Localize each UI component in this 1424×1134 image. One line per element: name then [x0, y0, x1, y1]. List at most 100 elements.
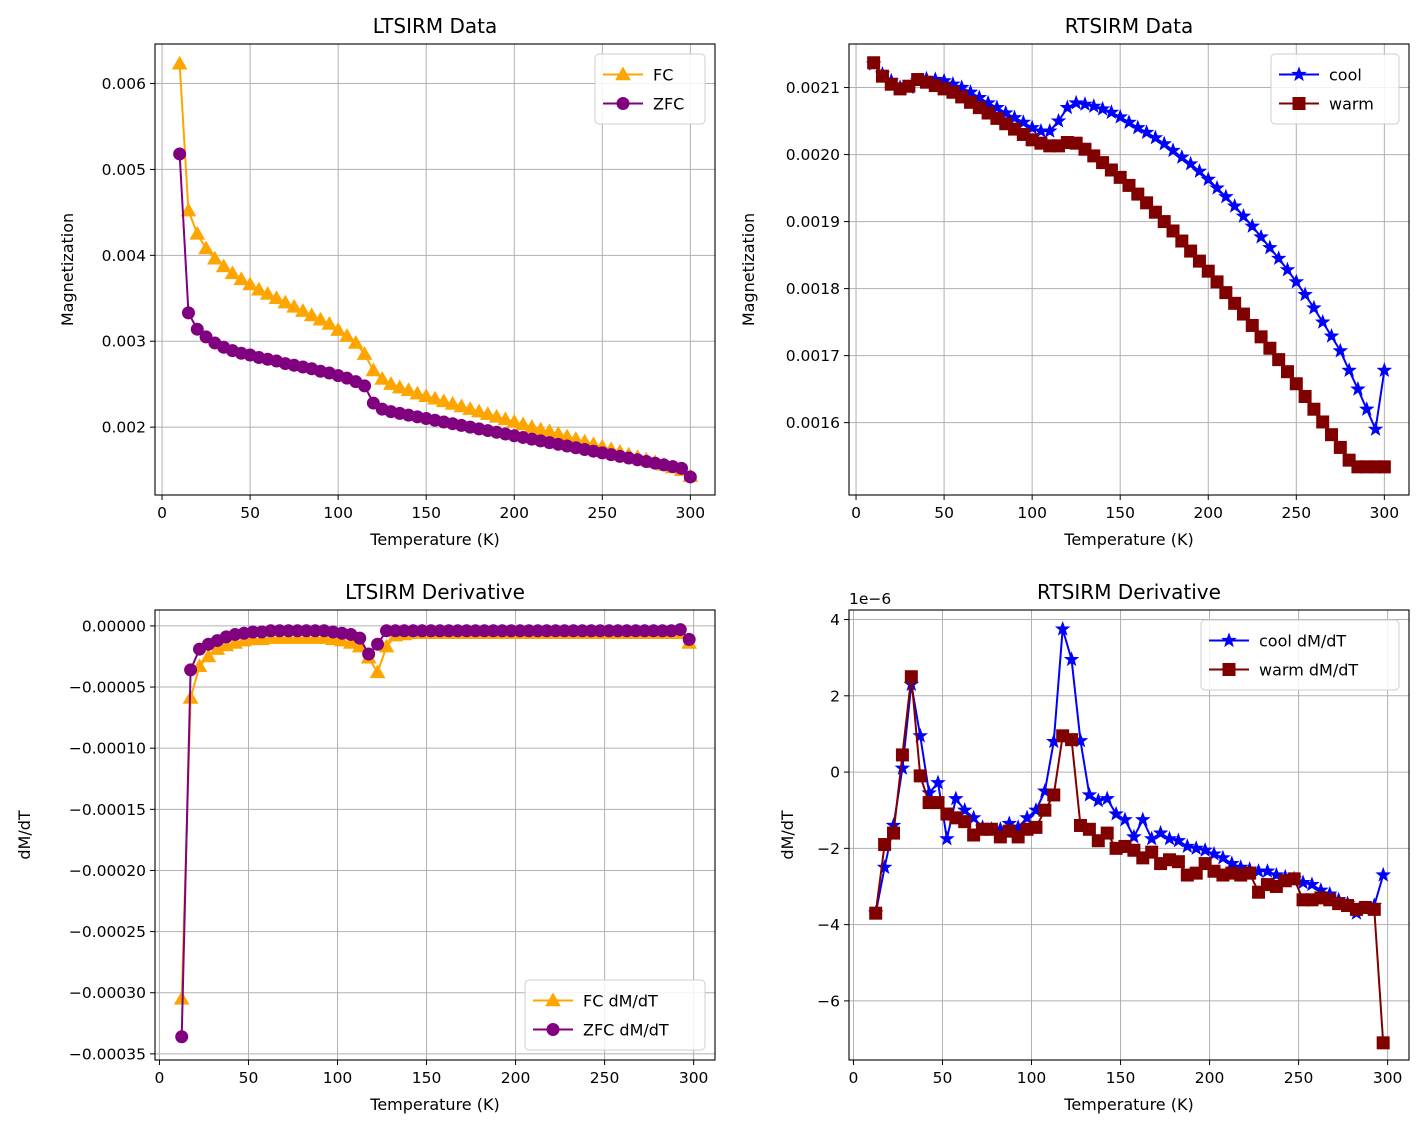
data-point	[997, 104, 1014, 120]
data-point	[1050, 112, 1067, 128]
data-point	[931, 796, 945, 810]
data-point	[1182, 155, 1199, 171]
data-point	[286, 298, 302, 313]
data-point	[1175, 234, 1189, 248]
x-tick-label: 250	[1281, 504, 1311, 522]
x-tick-label: 300	[679, 1069, 709, 1087]
legend-label: cool	[1329, 66, 1362, 85]
legend-box	[524, 979, 706, 1051]
legend-marker	[1292, 97, 1306, 110]
data-point	[312, 311, 329, 326]
legend-box	[1200, 619, 1400, 691]
x-tick-label: 100	[323, 1069, 353, 1087]
data-point	[523, 419, 540, 433]
chart-title: LTSIRM Data	[373, 14, 497, 38]
y-tick-label: −6	[817, 992, 840, 1010]
data-point	[383, 376, 399, 390]
data-point	[1191, 163, 1208, 178]
data-point	[930, 774, 946, 790]
data-point	[1332, 342, 1349, 358]
data-point	[330, 322, 347, 336]
data-point	[1059, 99, 1076, 115]
chart-panel: 0 50 100 150 200 250 300 0.00000 −0.00005 −0.0001…	[15, 580, 716, 1114]
data-point	[418, 388, 435, 402]
data-point	[303, 307, 320, 322]
data-point	[1188, 840, 1204, 855]
data-point	[675, 461, 689, 475]
data-point	[184, 663, 198, 677]
data-point	[1015, 114, 1032, 130]
data-point	[1100, 826, 1114, 840]
series-group	[865, 55, 1393, 474]
y-tick-label: 0.0017	[786, 347, 840, 365]
data-point	[374, 371, 391, 385]
y-tick-label: −0.00020	[69, 862, 146, 880]
data-point	[251, 281, 267, 296]
data-point	[1215, 849, 1231, 865]
data-point	[1218, 188, 1234, 204]
data-point	[224, 265, 241, 280]
y-tick-label: 0.0018	[786, 280, 840, 298]
x-tick-label: 100	[1017, 1069, 1047, 1087]
axis-exponent-label: 1e−6	[849, 590, 891, 608]
data-point	[904, 670, 918, 684]
data-point	[1367, 421, 1384, 436]
axes-frame	[848, 43, 1410, 496]
data-point	[1279, 261, 1296, 277]
x-tick-label: 150	[411, 504, 441, 522]
data-point	[912, 727, 928, 743]
data-point	[1145, 845, 1159, 859]
legend-marker	[1291, 66, 1307, 82]
data-point	[1333, 440, 1347, 454]
y-axis-label: Magnetization	[739, 213, 758, 326]
data-point	[971, 89, 988, 105]
data-point	[1206, 845, 1222, 861]
data-point	[1307, 402, 1321, 416]
y-tick-label: 4	[830, 611, 840, 629]
data-point	[453, 398, 470, 413]
data-point	[894, 760, 911, 775]
data-point	[356, 346, 373, 360]
axes-frame	[154, 609, 716, 1061]
data-point	[1325, 428, 1339, 442]
data-point	[1038, 803, 1052, 817]
data-point	[1376, 1036, 1390, 1050]
data-point	[1280, 365, 1294, 379]
x-tick-label: 300	[1373, 1069, 1403, 1087]
data-point	[939, 830, 955, 846]
data-point	[180, 202, 197, 217]
data-point	[1262, 239, 1278, 255]
data-point	[1103, 104, 1120, 119]
axes-frame	[848, 609, 1410, 1061]
data-point	[1029, 820, 1043, 834]
data-point	[1314, 313, 1331, 329]
data-point	[958, 815, 972, 829]
data-point	[353, 631, 367, 645]
data-point	[921, 784, 937, 800]
data-point	[1041, 122, 1058, 138]
series-line	[180, 628, 690, 1037]
x-tick-label: 250	[587, 504, 617, 522]
data-point	[277, 294, 294, 309]
data-point	[1126, 828, 1142, 844]
data-point	[1367, 902, 1381, 916]
x-axis-label: Temperature (K)	[1063, 530, 1193, 549]
chart-title: LTSIRM Derivative	[345, 580, 525, 604]
data-point	[1254, 330, 1268, 344]
data-point	[1165, 142, 1181, 158]
data-point	[369, 664, 386, 679]
legend-label: ZFC dM/dT	[583, 1021, 669, 1040]
data-point	[1135, 811, 1151, 827]
data-point	[259, 285, 276, 300]
data-point	[956, 802, 973, 817]
data-point	[1272, 353, 1286, 367]
data-point	[1288, 273, 1305, 289]
legend-label: warm dM/dT	[1259, 661, 1358, 680]
data-point	[1235, 208, 1252, 223]
data-point	[1289, 377, 1303, 391]
data-point	[1082, 822, 1096, 836]
legend-marker	[615, 66, 631, 81]
legend-marker	[1221, 632, 1237, 648]
data-point	[506, 413, 523, 428]
